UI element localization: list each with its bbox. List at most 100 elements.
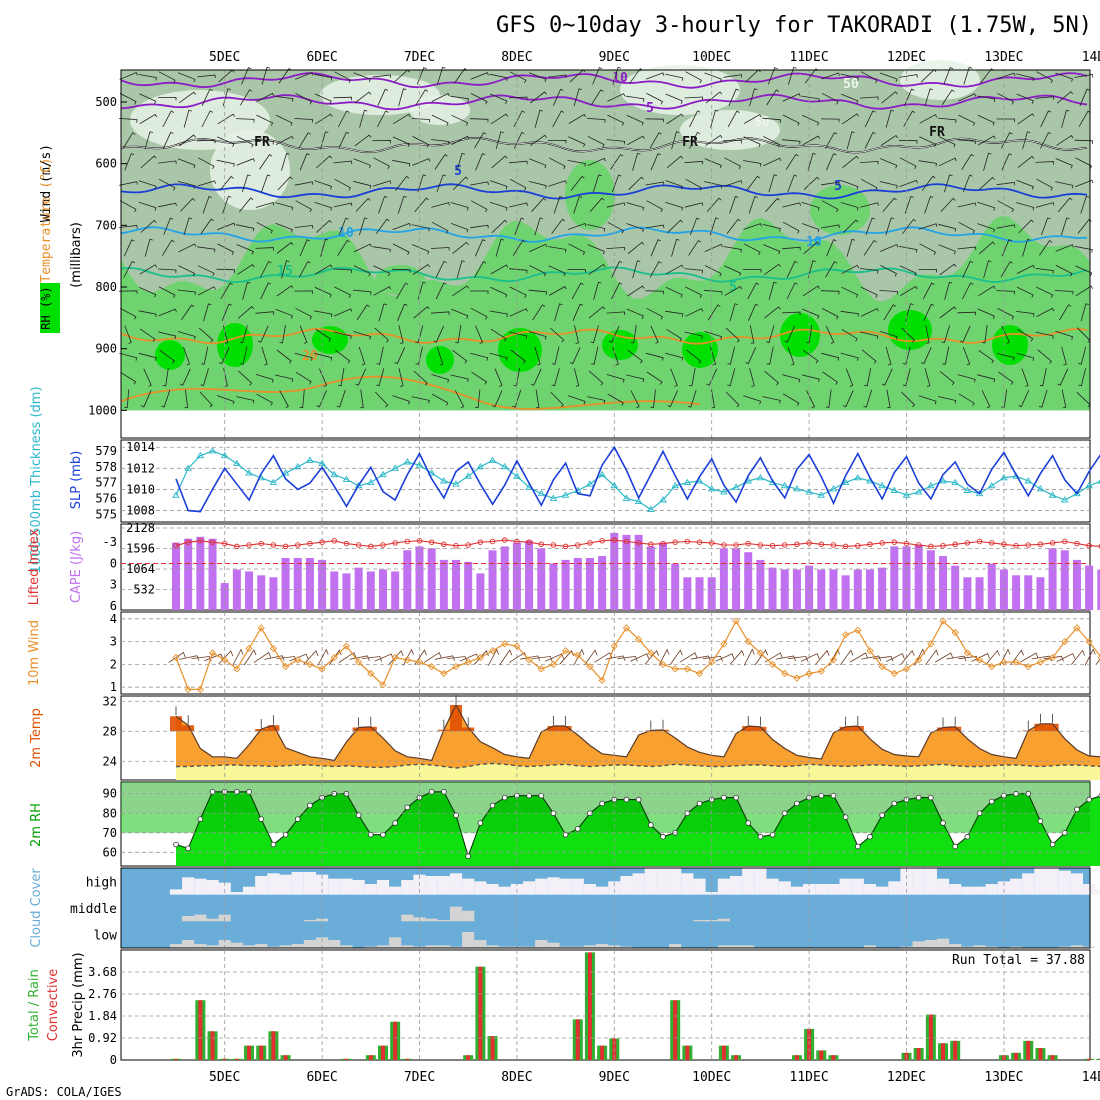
lifted-index-point (477, 539, 484, 545)
thickness-point (622, 494, 631, 501)
wind-barb (588, 370, 604, 386)
wind-barb (299, 325, 308, 344)
wind-barb (689, 131, 701, 149)
wind-barb (178, 265, 196, 277)
lifted-index-point (988, 540, 995, 546)
cloud-high-bar (364, 884, 377, 895)
wind-barb (1000, 261, 1013, 278)
wind-barb (860, 308, 879, 317)
wind-barb (922, 282, 935, 300)
contour-label: 50 (754, 115, 770, 130)
wind10m-barb (840, 649, 854, 666)
wind-barb (587, 244, 605, 255)
thickness-point (1000, 473, 1008, 481)
cape-bar (963, 577, 972, 610)
wind10m-speed-point (635, 635, 643, 643)
wind-barb (1016, 264, 1035, 274)
wind-barb (587, 396, 606, 404)
wind-barb (118, 118, 138, 123)
wind-barb (275, 222, 293, 233)
wind-barb (1074, 179, 1094, 188)
wind-barb (840, 180, 859, 190)
rh2m-point (562, 831, 569, 838)
wind-barb (1080, 303, 1089, 322)
wind-barb (435, 260, 447, 278)
wind-barb (593, 281, 602, 300)
lifted-index-point (733, 542, 739, 548)
wind-barb (295, 93, 313, 105)
cape-bar (902, 546, 911, 610)
wind-barb (528, 72, 547, 83)
cloud-low-bar (973, 945, 986, 948)
wind-barb (260, 282, 272, 300)
wind-barb (645, 118, 664, 123)
wind-barb (450, 202, 469, 211)
cloud-high-bar (936, 878, 950, 895)
wind-barb (859, 160, 879, 165)
wind-barb (1055, 158, 1073, 169)
wind-barb (220, 282, 233, 300)
wind-barb (1056, 91, 1074, 104)
wind-barb (353, 243, 372, 253)
wind-barb (178, 91, 196, 104)
wind10m-speed-point (415, 658, 424, 666)
wind-barb (431, 202, 450, 208)
wind-barb (158, 178, 176, 191)
wind-barb (606, 202, 626, 208)
lifted-index-point (1025, 542, 1031, 548)
cloud-low-bar (620, 946, 633, 948)
wind-barb (958, 221, 975, 234)
wind-barb (355, 197, 371, 212)
wind-barb (860, 71, 878, 84)
cloud-high-bar (437, 876, 450, 895)
wind-barb (782, 202, 801, 208)
wind-barb (138, 352, 157, 361)
lifted-index-point (404, 538, 411, 545)
wind10m-speed-point (732, 617, 740, 625)
wind-barb (842, 219, 859, 234)
wind-barb (821, 200, 839, 213)
wind-barb (375, 391, 389, 408)
cloud-high-bar (851, 878, 864, 895)
rh-high-patch (498, 328, 542, 372)
wind-barb (666, 113, 684, 125)
wind-barb (469, 118, 489, 123)
wind-barb (825, 261, 838, 278)
wind-barb (743, 136, 761, 148)
wind-barb (433, 325, 445, 343)
wind-barb (646, 93, 664, 105)
cloud-low-bar (169, 944, 183, 948)
wind-barb (729, 195, 739, 214)
isotherm-line (120, 137, 1088, 153)
wind-barb (314, 310, 333, 318)
wind-barb (592, 174, 602, 193)
wind-barb (394, 347, 406, 365)
rh2m-point (453, 812, 459, 819)
date-label-top: 12DEC (887, 50, 926, 65)
wind-barb (376, 110, 389, 128)
wind-barb (181, 304, 195, 321)
rh2m-point (891, 800, 898, 807)
temp-max-band (754, 726, 767, 732)
wind-barb (183, 217, 193, 236)
wind10m-speed-point (233, 665, 241, 673)
wind-barb (865, 217, 876, 236)
wind10m-speed-point (1000, 658, 1008, 666)
wind-barb (158, 202, 177, 208)
wind-barb (489, 310, 508, 318)
wind-barb (1039, 368, 1047, 387)
cloud-low-bar (1058, 946, 1071, 948)
wind10m-barb (338, 651, 357, 663)
cape-tick-label: 2128 (126, 521, 155, 535)
thickness-point (293, 462, 302, 470)
cape-tick-label: 1596 (126, 542, 155, 556)
thickness-point (427, 469, 436, 476)
wind-barb (959, 325, 971, 343)
thickness-point (927, 481, 935, 489)
cloud-high-bar (827, 884, 840, 895)
wind-barb (684, 268, 703, 274)
wind-barb (996, 224, 1016, 229)
wind-barb (140, 390, 152, 408)
wind-barb (144, 238, 153, 257)
date-label-bottom: 6DEC (306, 1070, 337, 1085)
